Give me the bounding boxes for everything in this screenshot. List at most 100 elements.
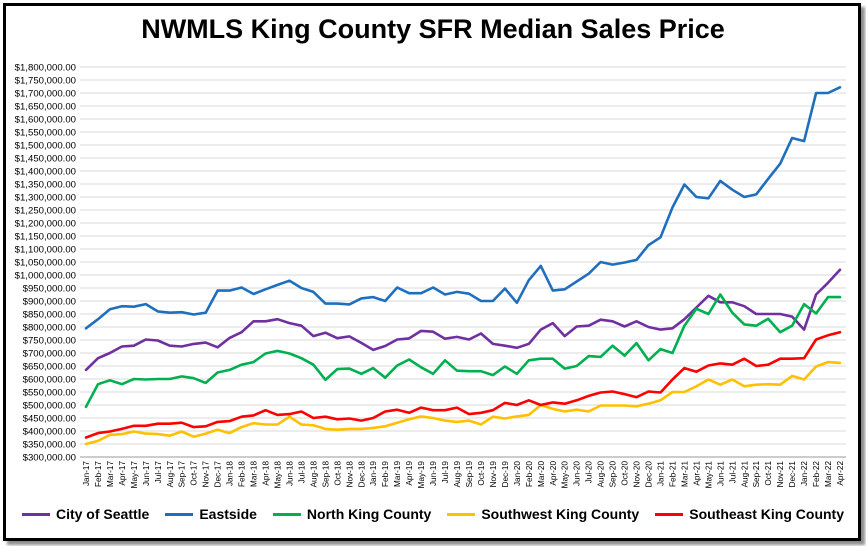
series-line-southeast-king-county <box>84 330 842 439</box>
x-tick-label: Jul-17 <box>154 461 163 484</box>
x-tick-label: Feb-20 <box>525 461 534 487</box>
x-tick-label: Oct-20 <box>621 461 630 486</box>
x-tick-label: Oct-17 <box>190 461 199 486</box>
legend-swatch <box>21 512 50 516</box>
x-tick-label: Dec-18 <box>357 461 366 488</box>
y-tick-label: $300,000.00 <box>23 452 76 463</box>
x-tick-label: Jun-19 <box>429 461 438 486</box>
y-tick-label: $1,250,000.00 <box>15 205 76 216</box>
x-tick-label: Apr-18 <box>262 461 271 486</box>
x-tick-label: Apr-17 <box>118 461 127 486</box>
x-tick-label: May-17 <box>130 461 139 489</box>
x-tick-label: Jan-21 <box>656 461 665 486</box>
x-tick-label: Oct-21 <box>764 461 773 486</box>
y-tick-label: $600,000.00 <box>23 374 76 385</box>
y-tick-label: $1,350,000.00 <box>15 179 76 190</box>
legend-swatch <box>655 512 684 516</box>
x-tick-label: Sep-20 <box>609 461 618 488</box>
y-tick-label: $1,450,000.00 <box>15 153 76 164</box>
legend-item: City of Seattle <box>21 506 149 522</box>
x-tick-label: May-19 <box>417 461 426 489</box>
legend-item: North King County <box>272 506 432 522</box>
y-tick-label: $650,000.00 <box>23 361 76 372</box>
legend-swatch <box>272 512 301 516</box>
series-lines <box>84 86 842 446</box>
chart-title: NWMLS King County SFR Median Sales Price <box>141 14 725 44</box>
x-tick-label: Nov-17 <box>202 461 211 488</box>
legend-item: Eastside <box>165 506 257 522</box>
legend-label: Southeast King County <box>689 506 845 522</box>
y-tick-label: $1,400,000.00 <box>15 166 76 177</box>
x-tick-label: Sep-21 <box>752 461 761 488</box>
x-tick-label: Nov-20 <box>633 461 642 488</box>
x-tick-label: May-18 <box>273 461 282 489</box>
y-tick-label: $1,150,000.00 <box>15 231 76 242</box>
y-tick-label: $1,500,000.00 <box>15 140 76 151</box>
x-tick-label: Mar-19 <box>393 461 402 487</box>
x-tick-label: Feb-19 <box>381 461 390 487</box>
y-tick-label: $900,000.00 <box>23 296 76 307</box>
x-tick-label: Sep-18 <box>321 461 330 488</box>
legend-label: Eastside <box>199 506 257 522</box>
x-tick-label: Aug-21 <box>740 461 749 488</box>
x-tick-label: Feb-22 <box>812 461 821 487</box>
x-tick-label: Aug-17 <box>166 461 175 488</box>
x-tick-label: Feb-17 <box>94 461 103 487</box>
x-tick-label: Oct-18 <box>333 461 342 486</box>
x-tick-label: Jan-18 <box>226 461 235 486</box>
series-line-southwest-king-county <box>84 360 842 446</box>
x-tick-label: Sep-17 <box>178 461 187 488</box>
x-tick-label: Mar-17 <box>106 461 115 487</box>
x-tick-label: Jul-19 <box>441 461 450 484</box>
y-tick-label: $1,100,000.00 <box>15 244 76 255</box>
x-tick-label: Jul-21 <box>728 461 737 484</box>
x-tick-label: Jun-18 <box>285 461 294 486</box>
y-axis-tick-labels: $300,000.00 $350,000.00 $400,000.00 $450,00… <box>15 62 76 463</box>
y-tick-label: $1,750,000.00 <box>15 75 76 86</box>
y-tick-label: $1,300,000.00 <box>15 192 76 203</box>
y-tick-label: $700,000.00 <box>23 348 76 359</box>
y-tick-label: $550,000.00 <box>23 387 76 398</box>
x-tick-label: Oct-19 <box>477 461 486 486</box>
series-line-eastside <box>84 86 842 330</box>
x-tick-label: Apr-21 <box>692 461 701 486</box>
y-tick-label: $950,000.00 <box>23 283 76 294</box>
y-tick-label: $800,000.00 <box>23 322 76 333</box>
legend-swatch <box>447 512 476 516</box>
y-tick-label: $1,550,000.00 <box>15 127 76 138</box>
legend-label: Southwest King County <box>481 506 640 522</box>
x-tick-label: Mar-21 <box>680 461 689 487</box>
y-tick-label: $850,000.00 <box>23 309 76 320</box>
x-tick-label: Jun-20 <box>573 461 582 486</box>
chart-legend: City of Seattle Eastside North King County… <box>0 506 866 522</box>
x-tick-label: Mar-18 <box>250 461 259 487</box>
legend-item: Southwest King County <box>447 506 639 522</box>
x-tick-label: Dec-20 <box>645 461 654 488</box>
legend-label: North King County <box>306 506 432 522</box>
x-tick-label: Jan-22 <box>800 461 809 486</box>
x-tick-label: Jan-19 <box>369 461 378 486</box>
x-tick-label: Nov-21 <box>776 461 785 488</box>
x-tick-label: Mar-22 <box>824 461 833 487</box>
y-tick-label: $750,000.00 <box>23 335 76 346</box>
x-tick-label: May-21 <box>704 461 713 489</box>
x-tick-label: Feb-21 <box>668 461 677 487</box>
x-tick-label: Nov-18 <box>345 461 354 488</box>
x-tick-label: Aug-19 <box>453 461 462 488</box>
y-tick-label: $1,200,000.00 <box>15 218 76 229</box>
y-tick-label: $1,700,000.00 <box>15 88 76 99</box>
y-tick-label: $1,650,000.00 <box>15 101 76 112</box>
x-tick-label: Jan-20 <box>513 461 522 486</box>
legend-item: Southeast King County <box>655 506 844 522</box>
x-tick-label: Apr-20 <box>549 461 558 486</box>
x-tick-label: Jun-21 <box>716 461 725 486</box>
series-line-city-of-seattle <box>84 268 842 372</box>
y-tick-label: $1,050,000.00 <box>15 257 76 268</box>
y-tick-label: $1,000,000.00 <box>15 270 76 281</box>
x-tick-label: Feb-18 <box>238 461 247 487</box>
y-tick-label: $1,600,000.00 <box>15 114 76 125</box>
x-tick-label: May-20 <box>561 461 570 489</box>
y-tick-label: $500,000.00 <box>23 400 76 411</box>
x-tick-label: Aug-20 <box>597 461 606 488</box>
